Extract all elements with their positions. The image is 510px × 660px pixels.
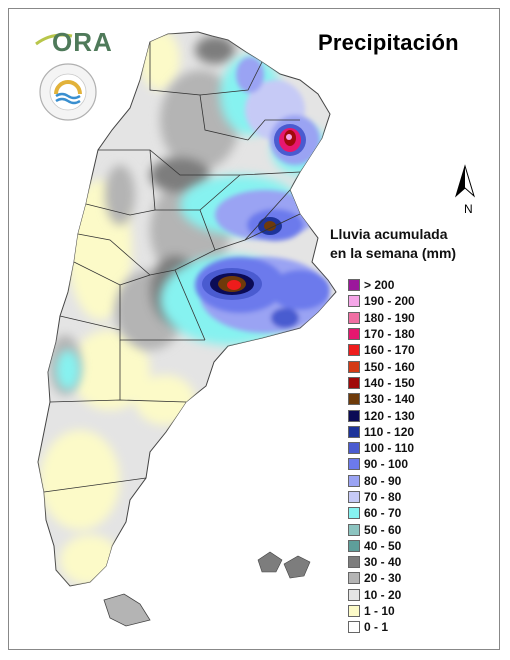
legend-swatch — [348, 425, 360, 438]
legend-item: 80 - 90 — [348, 473, 415, 489]
legend-item: 70 - 80 — [348, 489, 415, 505]
legend: > 200 190 - 200 180 - 190 170 - 180 160 - 17… — [348, 277, 415, 636]
legend-label: 70 - 80 — [364, 490, 402, 504]
legend-label: 80 - 90 — [364, 473, 402, 488]
legend-label: 90 - 100 — [364, 457, 409, 472]
legend-swatch — [348, 588, 360, 601]
legend-item: 160 - 170 — [348, 342, 415, 358]
legend-label: 0 - 1 — [364, 620, 389, 635]
legend-swatch — [348, 279, 360, 292]
legend-item: 180 - 190 — [348, 310, 415, 326]
legend-item: 60 - 70 — [348, 505, 415, 521]
legend-item: 120 - 130 — [348, 407, 415, 423]
legend-item: 90 - 100 — [348, 456, 415, 472]
precipitation-field — [40, 32, 330, 585]
legend-item: 0 - 1 — [348, 619, 415, 635]
legend-item: 1 - 10 — [348, 603, 415, 619]
legend-swatch — [348, 344, 360, 357]
legend-swatch — [348, 393, 360, 406]
legend-swatch — [348, 442, 360, 455]
legend-label: 50 - 60 — [364, 522, 402, 537]
ora-logo-swoosh-icon — [35, 33, 73, 46]
legend-item: 20 - 30 — [348, 570, 415, 586]
legend-swatch — [348, 556, 360, 569]
legend-label: 30 - 40 — [364, 555, 402, 570]
legend-item: 140 - 150 — [348, 375, 415, 391]
malvinas-islands — [257, 551, 311, 579]
legend-item: 130 - 140 — [348, 391, 415, 407]
north-arrow-icon — [455, 164, 475, 198]
legend-label: 180 - 190 — [364, 310, 415, 325]
legend-label: 110 - 120 — [364, 424, 415, 439]
map-title: Precipitación — [318, 30, 459, 55]
legend-swatch — [348, 539, 360, 552]
legend-swatch — [348, 605, 360, 618]
legend-item: 100 - 110 — [348, 440, 415, 456]
legend-label: 10 - 20 — [364, 587, 402, 602]
legend-label: 120 - 130 — [364, 408, 415, 423]
legend-swatch — [348, 572, 360, 585]
legend-swatch — [348, 360, 360, 373]
legend-title-line2: en la semana (mm) — [330, 245, 457, 261]
institution-seal-icon — [39, 63, 97, 121]
legend-item: > 200 — [348, 277, 415, 293]
legend-label: 140 - 150 — [364, 375, 415, 390]
legend-label: 130 - 140 — [364, 392, 415, 407]
legend-label: 190 - 200 — [364, 294, 415, 309]
legend-item: 170 - 180 — [348, 326, 415, 342]
legend-swatch — [348, 458, 360, 471]
legend-label: 1 - 10 — [364, 604, 395, 619]
province-borders — [43, 42, 301, 493]
legend-swatch — [348, 507, 360, 520]
legend-title: Lluvia acumulada en la semana (mm) — [330, 225, 456, 263]
legend-swatch — [348, 621, 360, 634]
legend-swatch — [348, 311, 360, 324]
legend-label: 150 - 160 — [364, 359, 415, 374]
legend-swatch — [348, 491, 360, 503]
legend-label: 60 - 70 — [364, 506, 402, 521]
north-label: N — [464, 202, 473, 216]
legend-item: 150 - 160 — [348, 358, 415, 374]
ora-logo-text: ORA — [52, 27, 113, 57]
legend-label: 40 - 50 — [364, 538, 402, 553]
legend-item: 10 - 20 — [348, 587, 415, 603]
legend-swatch — [348, 409, 360, 422]
legend-swatch — [348, 523, 360, 536]
legend-title-line1: Lluvia acumulada — [330, 226, 448, 242]
legend-item: 190 - 200 — [348, 293, 415, 309]
legend-swatch — [348, 474, 360, 487]
legend-swatch — [348, 295, 360, 308]
legend-item: 40 - 50 — [348, 538, 415, 554]
legend-label: > 200 — [364, 278, 395, 293]
legend-swatch — [348, 376, 360, 389]
legend-label: 20 - 30 — [364, 571, 402, 586]
legend-item: 50 - 60 — [348, 521, 415, 537]
tierra-del-fuego — [103, 593, 151, 627]
legend-item: 30 - 40 — [348, 554, 415, 570]
legend-label: 160 - 170 — [364, 343, 415, 358]
legend-item: 110 - 120 — [348, 424, 415, 440]
legend-swatch — [348, 328, 360, 341]
legend-label: 100 - 110 — [364, 441, 415, 456]
legend-label: 170 - 180 — [364, 327, 415, 342]
